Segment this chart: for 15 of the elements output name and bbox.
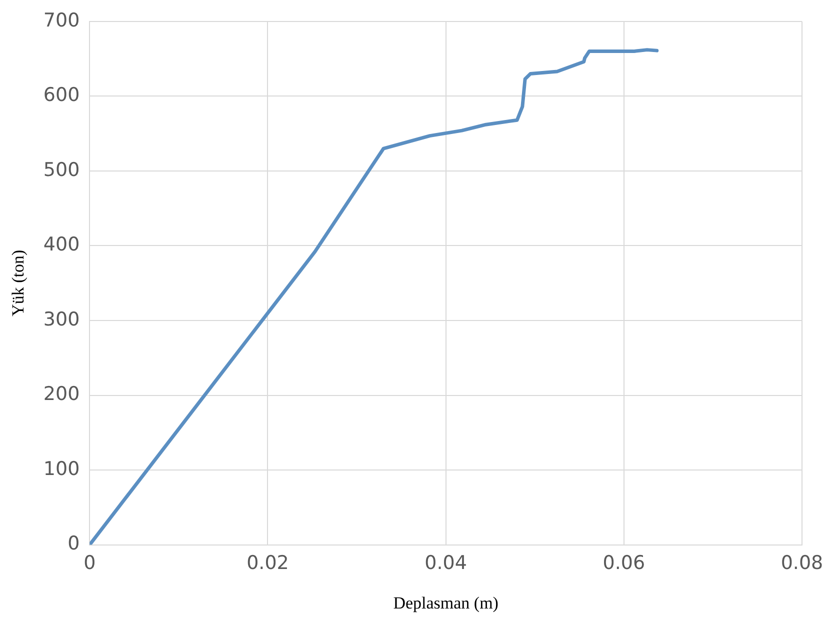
y-tick-label: 500 <box>43 158 80 181</box>
x-tick-label: 0.06 <box>602 552 646 574</box>
x-axis-title: Deplasman (m) <box>393 593 498 612</box>
y-tick-label: 600 <box>43 84 80 106</box>
y-tick-label: 100 <box>43 458 80 480</box>
y-tick-label: 0 <box>68 532 80 555</box>
y-tick-label: 400 <box>43 234 80 256</box>
y-tick-label: 700 <box>43 9 80 32</box>
x-tick-label: 0.04 <box>424 552 467 574</box>
x-tick-label: 0 <box>84 552 96 574</box>
x-tick-label: 0.08 <box>780 552 824 574</box>
y-tick-label: 300 <box>43 308 80 330</box>
y-tick-label: 200 <box>43 383 80 406</box>
y-axis-title: Yük (ton) <box>8 250 28 316</box>
x-tick-label: 0.02 <box>246 552 289 574</box>
